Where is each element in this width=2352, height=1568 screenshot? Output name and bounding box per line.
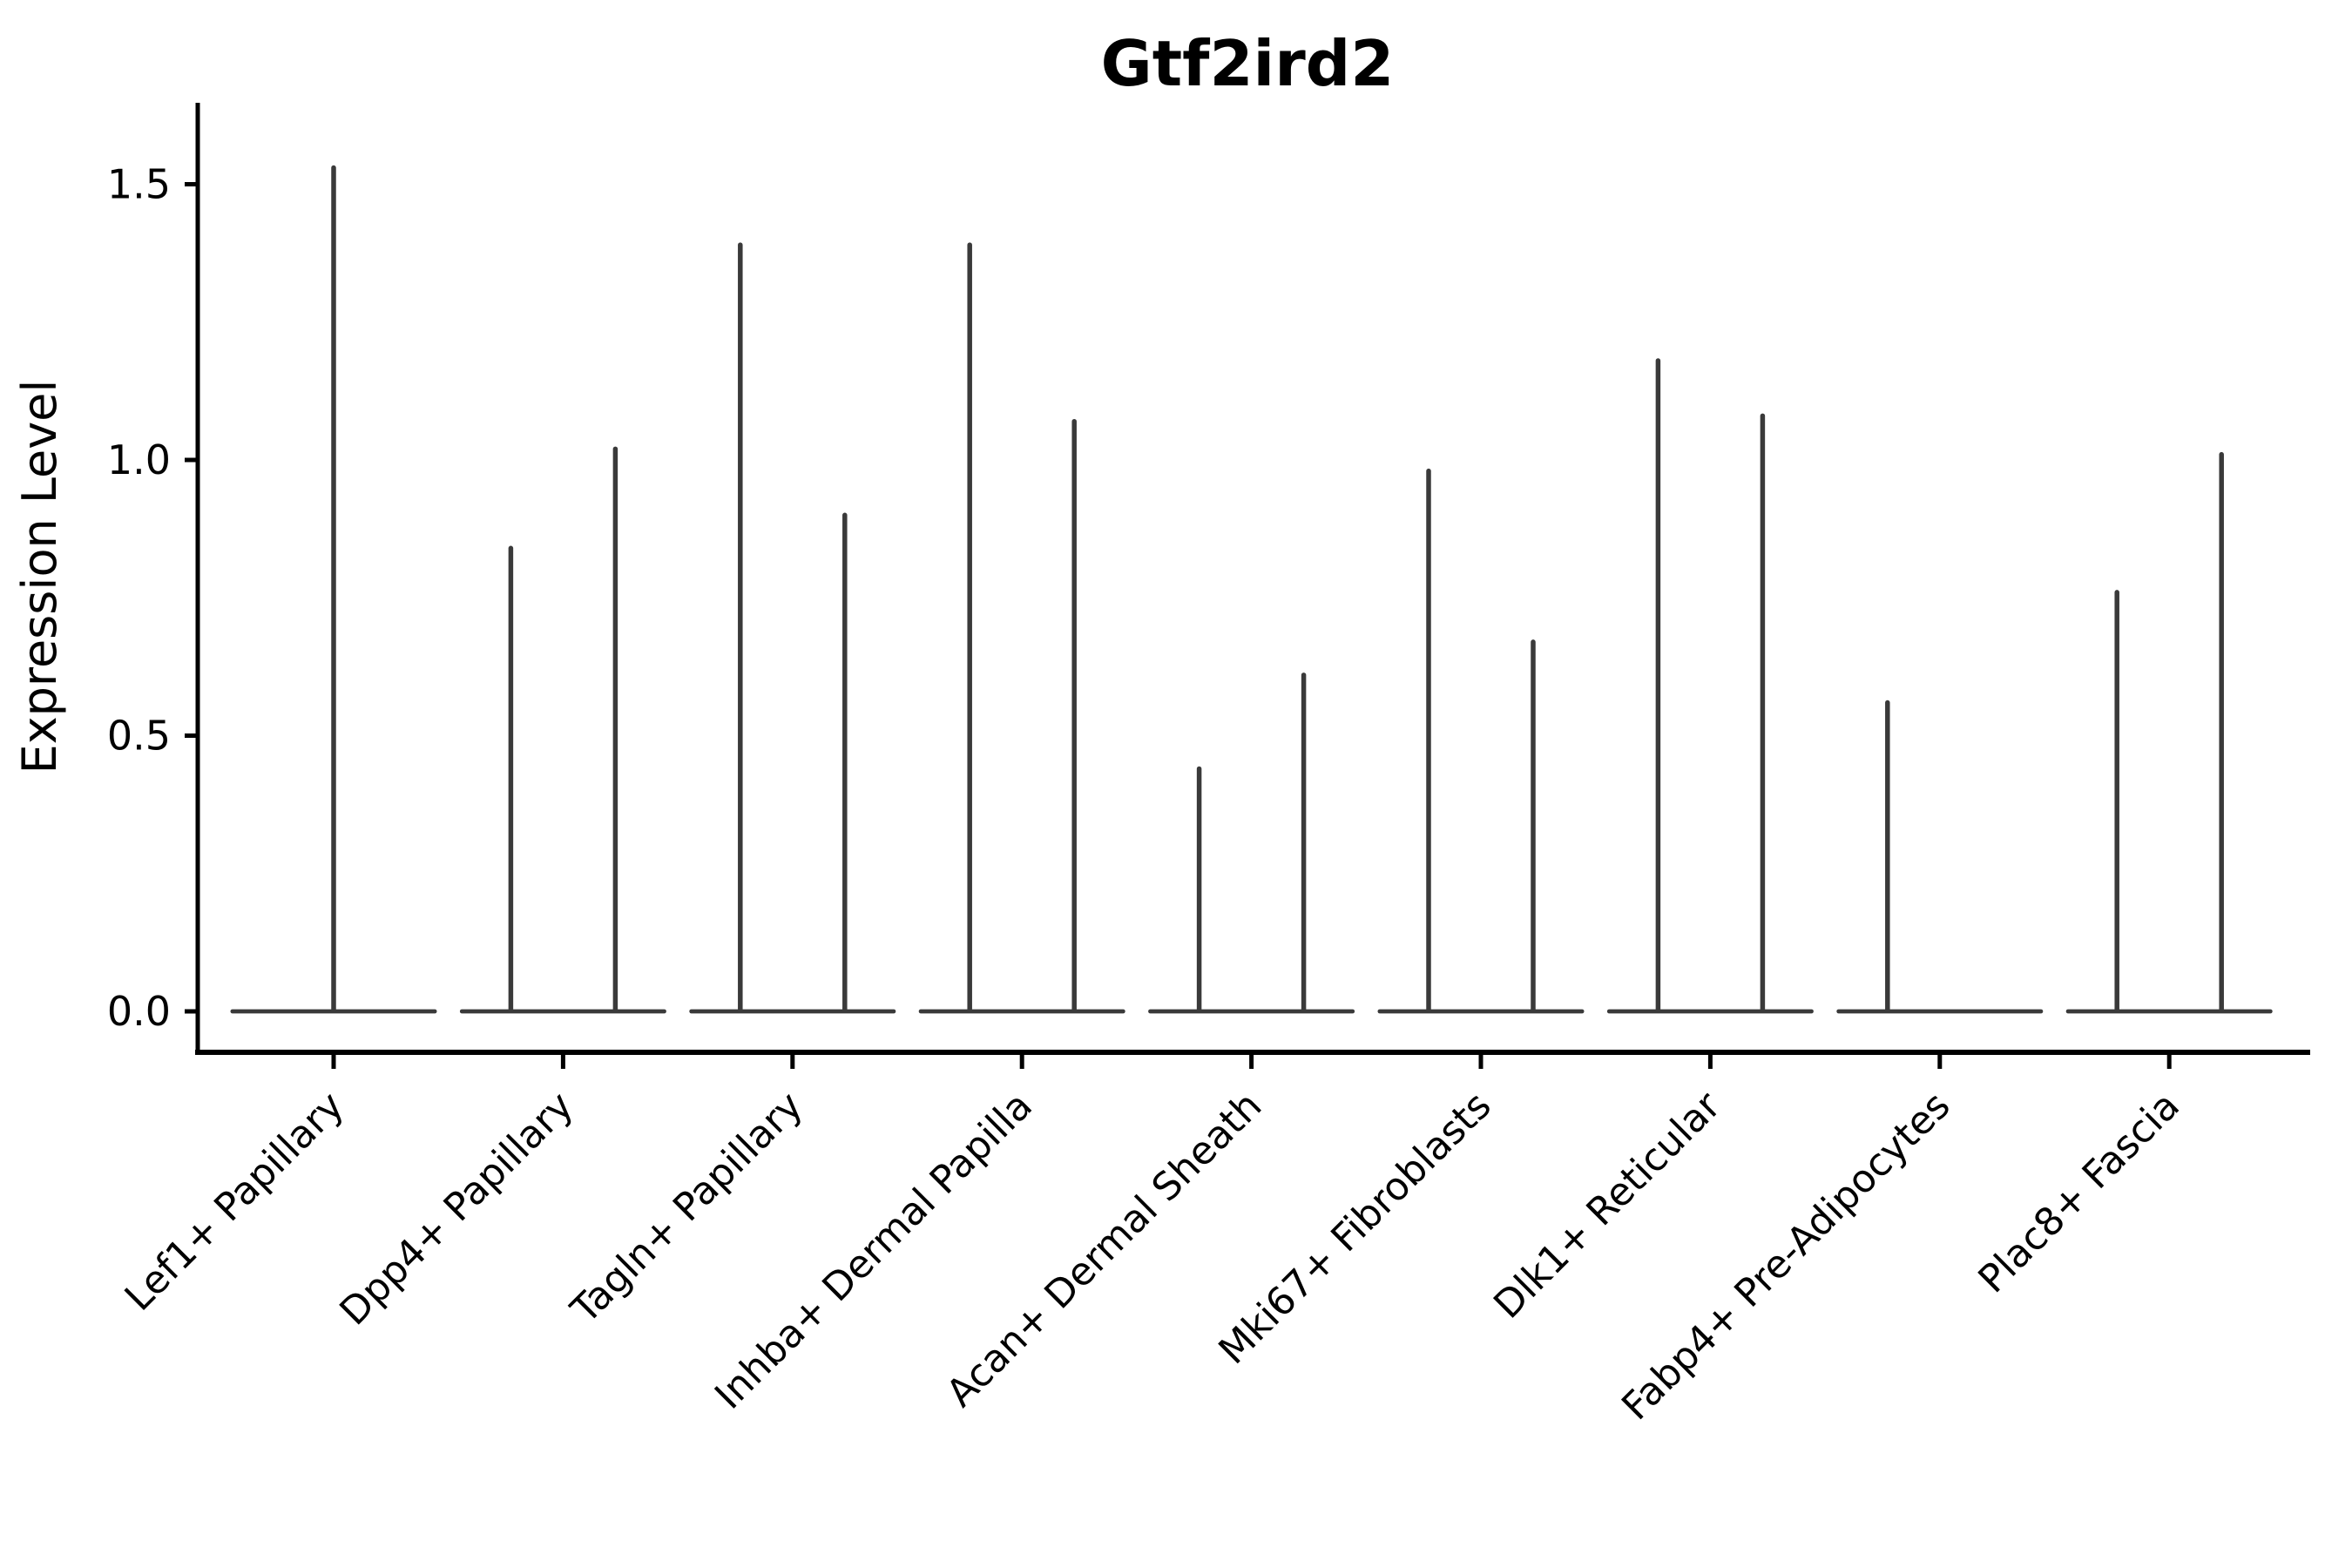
y-tick-label: 1.0: [107, 436, 171, 483]
violin-group: [1836, 700, 2044, 1014]
violin-group: [1377, 468, 1585, 1014]
violin-group: [918, 242, 1125, 1014]
violin-group: [2065, 451, 2273, 1014]
plot-title: Gtf2ird2: [1101, 27, 1395, 100]
x-tick-label: Dpp4+ Papillary: [332, 1084, 583, 1335]
x-tick-label: Lef1+ Papillary: [117, 1084, 353, 1320]
violin-body: [1148, 1009, 1355, 1014]
violins-layer: [230, 165, 2273, 1014]
y-axis-ticks: 0.0 0.5 1.0 1.5: [107, 161, 198, 1035]
violin-body: [1836, 1009, 2044, 1014]
violin-body: [459, 1009, 666, 1014]
violin-group: [689, 242, 896, 1014]
x-tick-label: Dlk1+ Reticular: [1485, 1083, 1730, 1328]
violin-group: [1148, 672, 1355, 1014]
violin-group: [1606, 358, 1814, 1014]
violin-body: [918, 1009, 1125, 1014]
y-axis-label: Expression Level: [12, 380, 67, 774]
y-tick-label: 0.5: [107, 713, 171, 760]
violin-body: [1377, 1009, 1585, 1014]
violin-body: [689, 1009, 896, 1014]
violin-group: [230, 165, 437, 1014]
x-tick-label: Plac8+ Fascia: [1970, 1084, 2188, 1302]
violin-body: [2065, 1009, 2273, 1014]
y-tick-label: 0.0: [107, 988, 171, 1035]
violin-body: [1606, 1009, 1814, 1014]
y-tick-label: 1.5: [107, 161, 171, 208]
violin-group: [459, 446, 666, 1014]
x-tick-label: Tagln+ Papillary: [562, 1084, 811, 1333]
